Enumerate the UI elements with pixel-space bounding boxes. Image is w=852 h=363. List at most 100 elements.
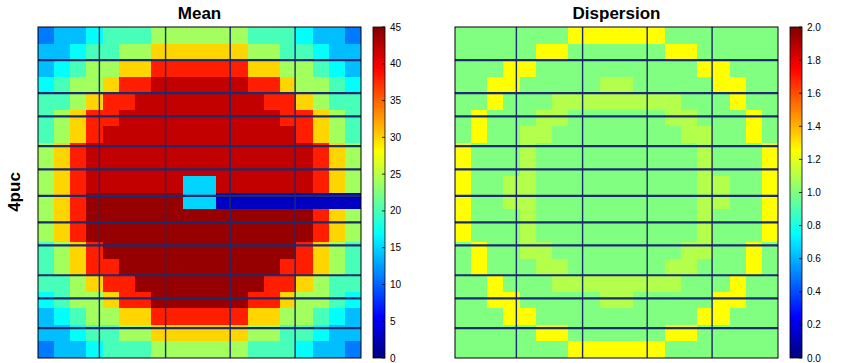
heatmap-cell bbox=[503, 259, 520, 276]
heatmap-cell bbox=[520, 77, 537, 94]
heatmap-cell bbox=[183, 93, 200, 110]
heatmap-cell bbox=[713, 275, 730, 292]
image-frame bbox=[38, 27, 361, 358]
heatmap-cell bbox=[119, 159, 136, 176]
heatmap-cell bbox=[296, 44, 313, 61]
heatmap-cell bbox=[600, 110, 617, 127]
heatmap-cell bbox=[649, 209, 666, 226]
heatmap-cell bbox=[200, 259, 217, 276]
heatmap-cell bbox=[119, 110, 136, 127]
heatmap-cell bbox=[730, 341, 747, 358]
heatmap-cell bbox=[503, 292, 520, 309]
heatmap-cell bbox=[600, 275, 617, 292]
heatmap-cell bbox=[600, 341, 617, 358]
heatmap-cell bbox=[584, 292, 601, 309]
heatmap-cell bbox=[600, 77, 617, 94]
heatmap-cell bbox=[584, 176, 601, 193]
heatmap-cell bbox=[119, 27, 136, 44]
heatmap-cell bbox=[38, 226, 55, 243]
colorbar-tick bbox=[799, 358, 802, 359]
heatmap-cell bbox=[762, 44, 778, 61]
heatmap-cell bbox=[649, 27, 666, 44]
heatmap-cell bbox=[762, 159, 778, 176]
heatmap-cell bbox=[746, 44, 763, 61]
heatmap-cell bbox=[167, 93, 184, 110]
heatmap-cell bbox=[200, 93, 217, 110]
heatmap-cell bbox=[167, 176, 184, 193]
heatmap-cell bbox=[86, 27, 103, 44]
colorbar-tick-label: 0.4 bbox=[807, 286, 821, 297]
heatmap-cell bbox=[329, 77, 346, 94]
heatmap-cell bbox=[38, 292, 55, 309]
heatmap-cell bbox=[313, 93, 330, 110]
heatmap-cell bbox=[296, 292, 313, 309]
heatmap-cell bbox=[38, 77, 55, 94]
heatmap-cell bbox=[471, 226, 488, 243]
heatmap-cell bbox=[520, 209, 537, 226]
heatmap-cell bbox=[649, 259, 666, 276]
heatmap-cell bbox=[584, 341, 601, 358]
heatmap-cell bbox=[584, 27, 601, 44]
heatmap-cell bbox=[681, 77, 698, 94]
heatmap-cell bbox=[103, 93, 120, 110]
heatmap-cell bbox=[70, 27, 87, 44]
module-gap bbox=[455, 195, 778, 197]
heatmap-cell bbox=[200, 60, 217, 77]
heatmap-cell bbox=[183, 159, 200, 176]
heatmap-cell bbox=[167, 275, 184, 292]
heatmap-cell bbox=[600, 93, 617, 110]
heatmap-cell bbox=[455, 259, 472, 276]
heatmap-cell bbox=[471, 259, 488, 276]
heatmap-cell bbox=[552, 226, 569, 243]
heatmap-cell bbox=[552, 44, 569, 61]
heatmap-cell bbox=[649, 93, 666, 110]
heatmap-cell bbox=[248, 44, 265, 61]
heatmap-cell bbox=[86, 341, 103, 358]
heatmap-cell bbox=[38, 275, 55, 292]
heatmap-cell bbox=[167, 60, 184, 77]
heatmap-cell bbox=[730, 308, 747, 325]
heatmap-cell bbox=[455, 159, 472, 176]
heatmap-cell bbox=[487, 126, 504, 143]
heatmap-cell bbox=[232, 308, 249, 325]
figure: 4pucMean051015202530354045Dispersion0.00… bbox=[0, 0, 852, 363]
heatmap-cell bbox=[329, 259, 346, 276]
heatmap-cell bbox=[649, 292, 666, 309]
heatmap-cell bbox=[119, 209, 136, 226]
heatmap-cell bbox=[248, 77, 265, 94]
heatmap-cell bbox=[762, 126, 778, 143]
module-gap bbox=[455, 221, 778, 223]
heatmap-cell bbox=[135, 93, 152, 110]
heatmap-cell bbox=[345, 77, 361, 94]
heatmap-cell bbox=[232, 341, 249, 358]
heatmap-cell bbox=[232, 77, 249, 94]
heatmap-cell bbox=[503, 44, 520, 61]
heatmap-cell bbox=[200, 341, 217, 358]
heatmap-cell bbox=[471, 292, 488, 309]
heatmap-cell bbox=[471, 308, 488, 325]
heatmap-cell bbox=[552, 259, 569, 276]
heatmap-cell bbox=[38, 44, 55, 61]
heatmap-cell bbox=[248, 110, 265, 127]
heatmap-cell bbox=[248, 60, 265, 77]
heatmap-cell bbox=[70, 308, 87, 325]
heatmap-cell bbox=[167, 77, 184, 94]
heatmap-cell bbox=[520, 44, 537, 61]
heatmap-cell bbox=[762, 341, 778, 358]
heatmap-cell bbox=[70, 126, 87, 143]
heatmap-cell bbox=[713, 60, 730, 77]
heatmap-cell bbox=[503, 77, 520, 94]
heatmap-cell bbox=[665, 60, 682, 77]
heatmap-cell bbox=[487, 60, 504, 77]
heatmap-cell bbox=[264, 44, 281, 61]
heatmap-cell bbox=[471, 159, 488, 176]
heatmap-cell bbox=[487, 275, 504, 292]
heatmap-cell bbox=[762, 77, 778, 94]
heatmap-cell bbox=[649, 308, 666, 325]
heatmap-cell bbox=[762, 209, 778, 226]
heatmap-cell bbox=[329, 93, 346, 110]
heatmap-cell bbox=[617, 341, 634, 358]
heatmap-cell bbox=[296, 176, 313, 193]
heatmap-cell bbox=[536, 44, 553, 61]
colorbar-tick bbox=[799, 126, 802, 127]
